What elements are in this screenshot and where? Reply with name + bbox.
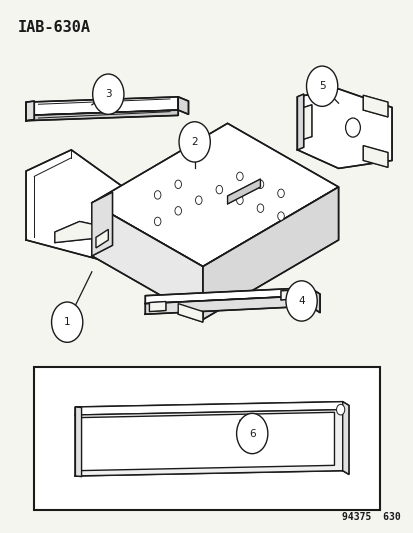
Polygon shape <box>297 94 303 150</box>
Polygon shape <box>227 179 260 204</box>
Circle shape <box>236 172 242 181</box>
Polygon shape <box>280 290 297 300</box>
Text: 94375  630: 94375 630 <box>341 512 399 522</box>
Polygon shape <box>26 150 145 272</box>
Polygon shape <box>202 187 338 319</box>
Polygon shape <box>309 288 319 313</box>
Polygon shape <box>145 296 309 314</box>
Circle shape <box>175 180 181 189</box>
Polygon shape <box>92 192 112 256</box>
Circle shape <box>154 217 161 225</box>
Polygon shape <box>362 146 387 167</box>
Text: 6: 6 <box>248 429 255 439</box>
Polygon shape <box>26 101 34 120</box>
Polygon shape <box>149 302 166 312</box>
Circle shape <box>336 405 344 415</box>
Polygon shape <box>92 123 338 266</box>
Polygon shape <box>26 97 178 115</box>
Circle shape <box>93 74 123 114</box>
Polygon shape <box>342 402 348 474</box>
Polygon shape <box>303 105 311 139</box>
Circle shape <box>256 180 263 189</box>
Text: 5: 5 <box>318 81 325 91</box>
Text: 1: 1 <box>64 317 70 327</box>
Polygon shape <box>297 89 391 168</box>
Polygon shape <box>75 410 342 476</box>
Polygon shape <box>96 229 108 248</box>
Circle shape <box>216 185 222 194</box>
Circle shape <box>277 189 284 198</box>
Text: 3: 3 <box>105 89 112 99</box>
Circle shape <box>256 204 263 213</box>
Polygon shape <box>75 407 81 477</box>
Circle shape <box>277 212 284 220</box>
Circle shape <box>236 414 267 454</box>
Circle shape <box>52 302 83 342</box>
Circle shape <box>195 196 202 205</box>
Circle shape <box>306 66 337 107</box>
Text: IAB-630A: IAB-630A <box>18 20 90 35</box>
Polygon shape <box>55 221 104 243</box>
Circle shape <box>236 196 242 205</box>
Polygon shape <box>362 95 387 117</box>
Polygon shape <box>75 402 342 415</box>
Text: 2: 2 <box>191 137 197 147</box>
Polygon shape <box>79 413 334 471</box>
Circle shape <box>175 207 181 215</box>
Polygon shape <box>92 203 202 319</box>
Circle shape <box>154 191 161 199</box>
Polygon shape <box>145 288 309 304</box>
Polygon shape <box>26 110 178 120</box>
Circle shape <box>178 122 210 162</box>
Polygon shape <box>178 97 188 114</box>
Circle shape <box>285 281 316 321</box>
Polygon shape <box>178 304 202 322</box>
FancyBboxPatch shape <box>34 367 379 511</box>
Circle shape <box>345 118 359 137</box>
Text: 4: 4 <box>297 296 304 306</box>
